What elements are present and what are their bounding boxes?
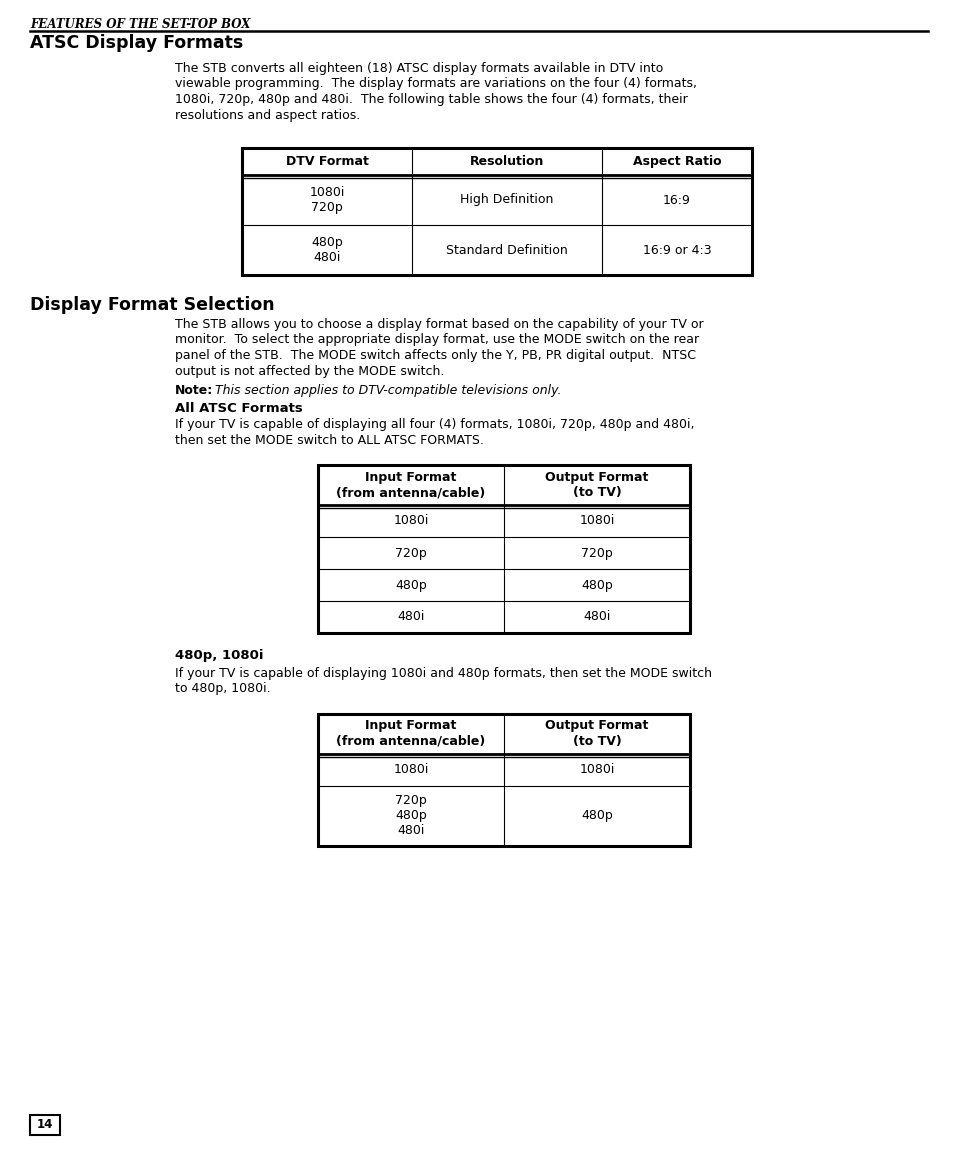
Text: This section applies to DTV-compatible televisions only.: This section applies to DTV-compatible t… (211, 384, 561, 397)
Text: Input Format
(from antenna/cable): Input Format (from antenna/cable) (336, 720, 485, 747)
Text: then set the MODE switch to ALL ATSC FORMATS.: then set the MODE switch to ALL ATSC FOR… (174, 434, 483, 447)
Text: 480p, 1080i: 480p, 1080i (174, 649, 263, 662)
Text: All ATSC Formats: All ATSC Formats (174, 401, 302, 414)
Text: 1080i, 720p, 480p and 480i.  The following table shows the four (4) formats, the: 1080i, 720p, 480p and 480i. The followin… (174, 93, 687, 106)
Text: Note:: Note: (174, 384, 213, 397)
Text: DTV Format: DTV Format (285, 155, 368, 168)
Text: 1080i: 1080i (578, 762, 614, 776)
Text: Input Format
(from antenna/cable): Input Format (from antenna/cable) (336, 471, 485, 499)
Text: Aspect Ratio: Aspect Ratio (632, 155, 720, 168)
Text: Resolution: Resolution (469, 155, 543, 168)
Bar (317, 714, 689, 846)
Text: 480i: 480i (582, 611, 610, 624)
Text: The STB allows you to choose a display format based on the capability of your TV: The STB allows you to choose a display f… (174, 318, 703, 331)
Text: 14: 14 (37, 1119, 53, 1132)
Text: 16:9 or 4:3: 16:9 or 4:3 (642, 243, 711, 257)
Text: 1080i: 1080i (393, 515, 428, 528)
Bar (242, 148, 751, 275)
Text: panel of the STB.  The MODE switch affects only the Y, PB, PR digital output.  N: panel of the STB. The MODE switch affect… (174, 349, 696, 362)
Text: 480i: 480i (396, 611, 424, 624)
Text: 720p: 720p (580, 546, 612, 560)
Text: monitor.  To select the appropriate display format, use the MODE switch on the r: monitor. To select the appropriate displ… (174, 333, 699, 346)
Bar (317, 465, 689, 633)
Text: High Definition: High Definition (460, 193, 553, 206)
Text: 1080i: 1080i (578, 515, 614, 528)
Text: If your TV is capable of displaying all four (4) formats, 1080i, 720p, 480p and : If your TV is capable of displaying all … (174, 418, 694, 432)
Text: 720p
480p
480i: 720p 480p 480i (395, 794, 426, 837)
Text: output is not affected by the MODE switch.: output is not affected by the MODE switc… (174, 364, 444, 377)
Text: 720p: 720p (395, 546, 426, 560)
Text: FEATURES OF THE SET-TOP BOX: FEATURES OF THE SET-TOP BOX (30, 19, 250, 31)
Text: The STB converts all eighteen (18) ATSC display formats available in DTV into: The STB converts all eighteen (18) ATSC … (174, 62, 662, 75)
Text: 480p: 480p (580, 809, 612, 821)
Text: If your TV is capable of displaying 1080i and 480p formats, then set the MODE sw: If your TV is capable of displaying 1080… (174, 666, 711, 679)
Text: Display Format Selection: Display Format Selection (30, 296, 274, 314)
Text: 480p
480i: 480p 480i (311, 236, 342, 264)
Text: 1080i
720p: 1080i 720p (309, 186, 344, 214)
Bar (30, 1115, 60, 1135)
Text: 16:9: 16:9 (662, 193, 690, 206)
Text: 1080i: 1080i (393, 762, 428, 776)
Text: resolutions and aspect ratios.: resolutions and aspect ratios. (174, 109, 360, 121)
Text: viewable programming.  The display formats are variations on the four (4) format: viewable programming. The display format… (174, 78, 697, 90)
Text: Standard Definition: Standard Definition (446, 243, 567, 257)
Text: Output Format
(to TV): Output Format (to TV) (545, 720, 648, 747)
Text: 480p: 480p (395, 578, 426, 591)
Text: ATSC Display Formats: ATSC Display Formats (30, 34, 243, 52)
Text: to 480p, 1080i.: to 480p, 1080i. (174, 681, 271, 695)
Text: 480p: 480p (580, 578, 612, 591)
Text: Output Format
(to TV): Output Format (to TV) (545, 471, 648, 499)
